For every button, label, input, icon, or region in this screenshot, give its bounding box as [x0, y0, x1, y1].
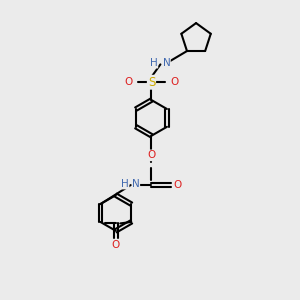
Text: O: O	[147, 150, 156, 160]
Text: N: N	[163, 58, 170, 68]
Text: H: H	[122, 179, 129, 189]
Text: O: O	[124, 77, 132, 87]
Text: N: N	[132, 179, 140, 189]
Text: O: O	[112, 240, 120, 250]
Text: H: H	[150, 58, 158, 68]
Text: O: O	[171, 77, 179, 87]
Text: O: O	[173, 180, 182, 190]
Text: S: S	[148, 76, 155, 89]
